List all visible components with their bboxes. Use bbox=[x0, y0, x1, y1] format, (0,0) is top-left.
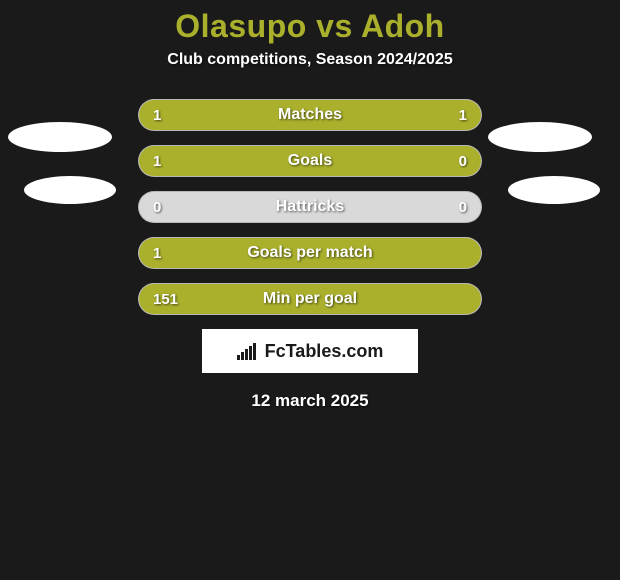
stats-bars: 11Matches 10Goals 00Hattricks 1Goals per ma… bbox=[0, 99, 620, 315]
stat-bar: 10Goals bbox=[138, 145, 482, 177]
container: Olasupo vs Adoh Club competitions, Seaso… bbox=[0, 0, 620, 580]
bar-label: Matches bbox=[139, 100, 481, 130]
page-title: Olasupo vs Adoh bbox=[0, 0, 620, 45]
bar-label: Goals bbox=[139, 146, 481, 176]
stat-bar: 1Goals per match bbox=[138, 237, 482, 269]
date-label: 12 march 2025 bbox=[0, 391, 620, 411]
bar-label: Min per goal bbox=[139, 284, 481, 314]
title-vs: vs bbox=[316, 8, 353, 44]
title-player-left: Olasupo bbox=[175, 8, 307, 44]
logo-text: FcTables.com bbox=[265, 341, 384, 362]
stat-bar: 11Matches bbox=[138, 99, 482, 131]
subtitle: Club competitions, Season 2024/2025 bbox=[0, 51, 620, 69]
stat-bar: 151Min per goal bbox=[138, 283, 482, 315]
stat-bar: 00Hattricks bbox=[138, 191, 482, 223]
title-player-right: Adoh bbox=[361, 8, 445, 44]
chart-icon bbox=[237, 342, 259, 360]
bar-label: Goals per match bbox=[139, 238, 481, 268]
logo-box: FcTables.com bbox=[202, 329, 418, 373]
bar-label: Hattricks bbox=[139, 192, 481, 222]
